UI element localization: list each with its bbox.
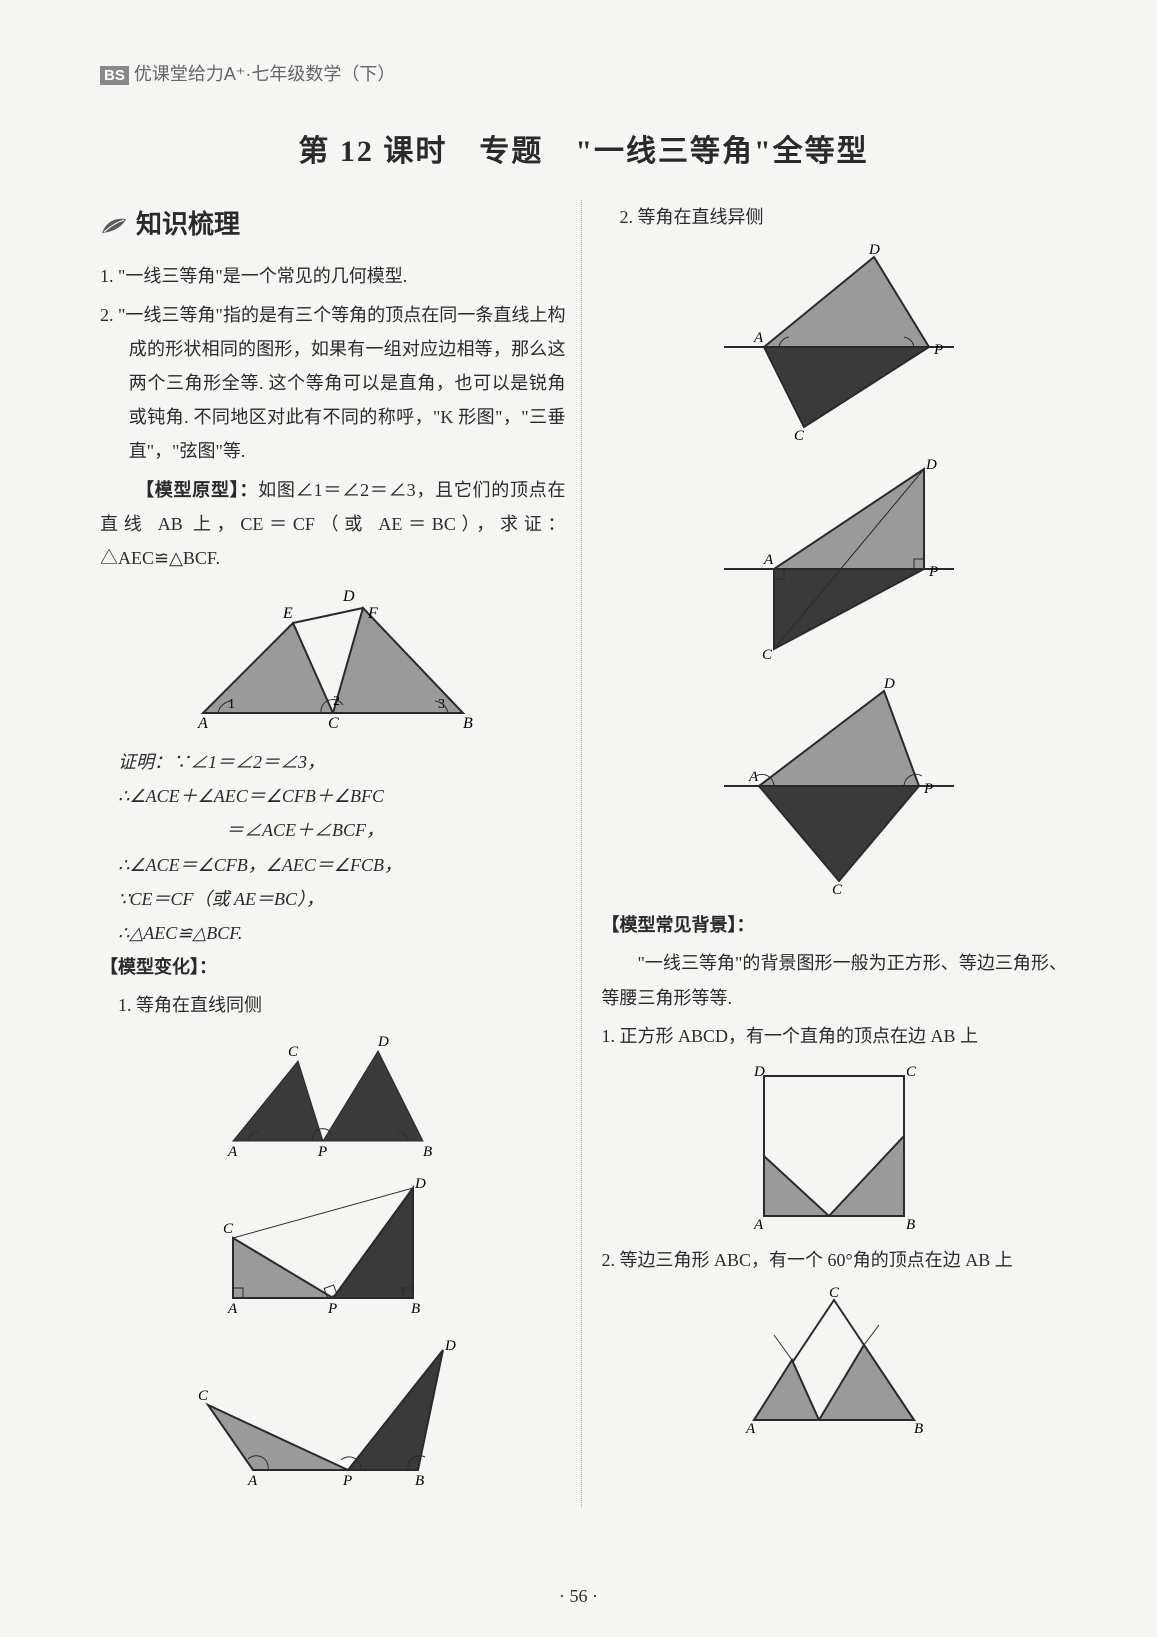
section-heading: 知识梳理 [100, 200, 566, 249]
svg-text:A: A [745, 1421, 756, 1435]
diagram-var1c: A P B C D [193, 1335, 473, 1495]
svg-text:A: A [227, 1301, 238, 1317]
svg-text:B: B [423, 1144, 432, 1160]
svg-text:F: F [367, 605, 378, 622]
svg-text:A: A [753, 1217, 764, 1231]
svg-text:A: A [197, 715, 208, 732]
right-column: 2. 等角在直线异侧 A P D C A P D C [602, 200, 1068, 1507]
svg-text:P: P [317, 1144, 327, 1160]
svg-text:A: A [247, 1473, 258, 1489]
section-title: 知识梳理 [136, 200, 240, 249]
background-1: 1. 正方形 ABCD，有一个直角的顶点在边 AB 上 [602, 1019, 1068, 1053]
svg-text:P: P [327, 1301, 337, 1317]
proof-line: ∴△AEC≌△BCF. [118, 916, 566, 950]
svg-text:D: D [883, 676, 895, 692]
svg-text:P: P [928, 564, 938, 580]
variation-2: 2. 等角在直线异侧 [620, 200, 1068, 234]
svg-text:D: D [444, 1338, 456, 1354]
svg-text:C: C [794, 428, 805, 442]
two-column-layout: 知识梳理 1. "一线三等角"是一个常见的几何模型. 2. "一线三等角"指的是… [100, 200, 1067, 1507]
diagram-var2c: A P D C [704, 676, 964, 896]
proof-line: 证明：∵∠1＝∠2＝∠3， [118, 745, 566, 779]
svg-text:C: C [829, 1285, 840, 1301]
svg-text:A: A [748, 769, 759, 785]
svg-text:P: P [923, 781, 933, 797]
left-column: 知识梳理 1. "一线三等角"是一个常见的几何模型. 2. "一线三等角"指的是… [100, 200, 582, 1507]
leaf-icon [100, 213, 130, 237]
proof-line: ＝∠ACE＋∠BCF， [118, 813, 566, 847]
background-2: 2. 等边三角形 ABC，有一个 60°角的顶点在边 AB 上 [602, 1243, 1068, 1277]
svg-text:B: B [914, 1421, 923, 1435]
diagram-var1a: A P B C D [203, 1031, 463, 1161]
diagram-prototype: A C B E D F 1 2 3 [183, 583, 483, 733]
svg-text:D: D [414, 1176, 426, 1192]
proof-line: ∴∠ACE＋∠AEC＝∠CFB＋∠BFC [118, 779, 566, 813]
diagram-var2b: A P D C [704, 454, 964, 664]
svg-text:3: 3 [438, 697, 445, 712]
page-number: · 56 · [0, 1586, 1157, 1607]
header-text: 优课堂给力A⁺·七年级数学（下） [134, 64, 396, 84]
svg-text:C: C [328, 715, 339, 732]
lesson-title: 第 12 课时 专题 "一线三等角"全等型 [100, 126, 1067, 170]
diagram-square: A B C D [734, 1061, 934, 1231]
svg-text:D: D [753, 1064, 765, 1080]
svg-text:A: A [763, 552, 774, 568]
svg-text:D: D [377, 1034, 389, 1050]
model-prototype: 【模型原型】：如图∠1＝∠2＝∠3，且它们的顶点在直线 AB 上，CE＝CF（或… [100, 473, 566, 576]
para-1: 1. "一线三等角"是一个常见的几何模型. [100, 259, 566, 293]
proof-block: 证明：∵∠1＝∠2＝∠3， ∴∠ACE＋∠AEC＝∠CFB＋∠BFC ＝∠ACE… [118, 745, 566, 950]
svg-text:D: D [868, 242, 880, 258]
svg-text:B: B [415, 1473, 424, 1489]
svg-text:P: P [342, 1473, 352, 1489]
background-text: "一线三等角"的背景图形一般为正方形、等边三角形、等腰三角形等等. [602, 946, 1068, 1014]
svg-text:E: E [282, 605, 293, 622]
para-2: 2. "一线三等角"指的是有三个等角的顶点在同一条直线上构成的形状相同的图形，如… [100, 298, 566, 469]
svg-text:B: B [463, 715, 473, 732]
svg-text:A: A [753, 330, 764, 346]
diagram-equilateral: A B C [724, 1285, 944, 1435]
proof-line: ∵CE＝CF（或 AE＝BC）， [118, 882, 566, 916]
svg-text:D: D [342, 588, 355, 605]
svg-text:P: P [933, 342, 943, 358]
svg-text:C: C [906, 1064, 917, 1080]
svg-text:A: A [227, 1144, 238, 1160]
variation-1: 1. 等角在直线同侧 [118, 988, 566, 1022]
svg-text:C: C [198, 1388, 209, 1404]
svg-text:C: C [762, 647, 773, 663]
page-header: BS 优课堂给力A⁺·七年级数学（下） [100, 60, 1067, 86]
model-label: 【模型原型】： [136, 480, 258, 500]
svg-text:B: B [906, 1217, 915, 1231]
svg-text:C: C [223, 1221, 234, 1237]
diagram-var2a: A P D C [704, 242, 964, 442]
svg-text:D: D [925, 457, 937, 473]
diagram-var1b: A P B C D [203, 1173, 463, 1323]
svg-text:B: B [411, 1301, 420, 1317]
variation-label: 【模型变化】： [100, 950, 566, 984]
svg-text:1: 1 [228, 697, 235, 712]
background-label: 【模型常见背景】： [602, 908, 1068, 942]
svg-text:C: C [288, 1044, 299, 1060]
bs-badge: BS [100, 66, 129, 85]
svg-text:C: C [832, 882, 843, 896]
proof-line: ∴∠ACE＝∠CFB，∠AEC＝∠FCB， [118, 848, 566, 882]
